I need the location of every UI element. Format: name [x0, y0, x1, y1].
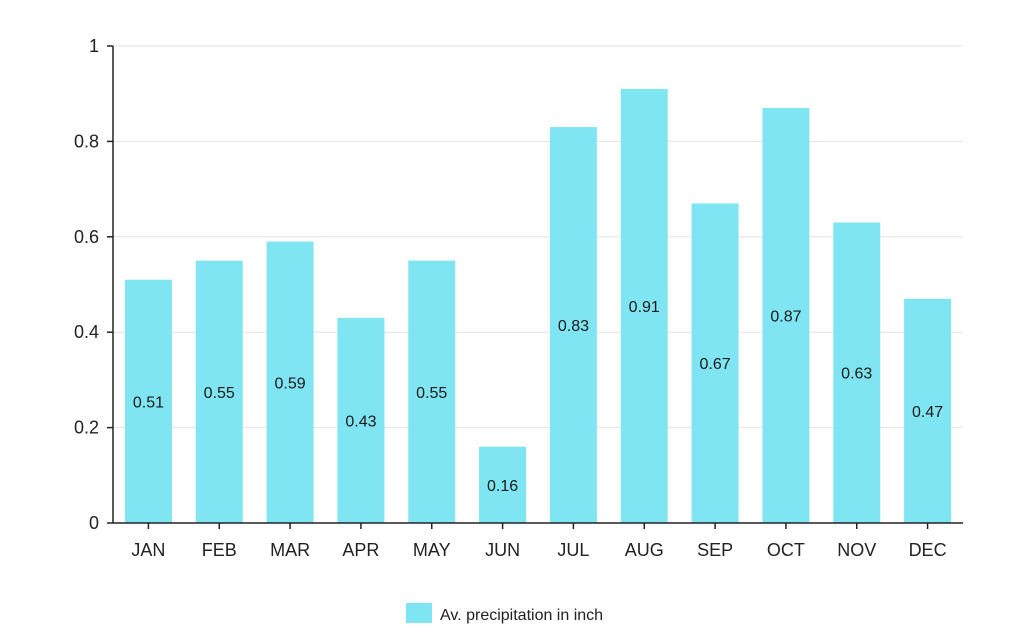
x-tick-label-nov: NOV: [837, 540, 876, 560]
bar-aug: [620, 88, 668, 524]
axes: [112, 46, 963, 524]
data-label-aug: 0.91: [629, 299, 660, 316]
x-tick-label-sep: SEP: [697, 540, 733, 560]
data-label-nov: 0.63: [841, 366, 872, 383]
data-label-dec: 0.47: [912, 404, 943, 421]
bar-oct: [762, 108, 810, 523]
bar-sep: [691, 203, 739, 523]
data-label-mar: 0.59: [275, 375, 306, 392]
bar-jun: [479, 446, 527, 523]
x-tick-label-oct: OCT: [767, 540, 805, 560]
bar-mar: [266, 241, 314, 523]
x-tick-label-feb: FEB: [202, 540, 237, 560]
bar-feb: [195, 260, 243, 523]
grid-lines: [113, 45, 963, 429]
x-tick-label-jun: JUN: [485, 540, 520, 560]
data-label-sep: 0.67: [700, 356, 731, 373]
x-tick-label-jul: JUL: [557, 540, 589, 560]
data-labels: 0.51 0.55 0.59 0.43 0.55 0.16 0.83 0.91 0.67 0.87…: [133, 299, 943, 495]
x-tick-label-apr: APR: [342, 540, 379, 560]
x-tick-label-dec: DEC: [909, 540, 947, 560]
y-tick-label: 0: [89, 513, 99, 533]
bar-jul: [549, 127, 597, 523]
bar-nov: [833, 222, 881, 524]
x-tick-label-mar: MAR: [270, 540, 310, 560]
x-tick-label-may: MAY: [413, 540, 451, 560]
data-label-may: 0.55: [416, 385, 447, 402]
data-label-jun: 0.16: [487, 478, 518, 495]
bar-jan: [124, 279, 172, 523]
bars: [124, 88, 952, 524]
data-label-apr: 0.43: [345, 413, 376, 430]
y-tick-label: 1: [89, 36, 99, 56]
data-label-feb: 0.55: [204, 385, 235, 402]
x-tick-label-aug: AUG: [625, 540, 664, 560]
x-tick-labels: JAN FEB MAR APR MAY JUN JUL AUG SEP OCT NOV DEC: [131, 523, 947, 560]
y-tick-label: 0.6: [74, 227, 99, 247]
legend-label: Av. precipitation in inch: [440, 607, 603, 624]
y-tick-label: 0.8: [74, 131, 99, 151]
data-label-oct: 0.87: [770, 309, 801, 326]
y-tick-label: 0.4: [74, 322, 99, 342]
bar-apr: [337, 317, 385, 523]
legend: Av. precipitation in inch: [406, 603, 603, 624]
data-label-jan: 0.51: [133, 394, 164, 411]
legend-swatch: [406, 603, 432, 623]
x-tick-label-jan: JAN: [131, 540, 165, 560]
data-label-jul: 0.83: [558, 318, 589, 335]
y-tick-label: 0.2: [74, 418, 99, 438]
bar-dec: [904, 298, 952, 523]
y-tick-labels: 0 0.2 0.4 0.6 0.8 1: [74, 36, 113, 533]
bar-may: [408, 260, 456, 523]
